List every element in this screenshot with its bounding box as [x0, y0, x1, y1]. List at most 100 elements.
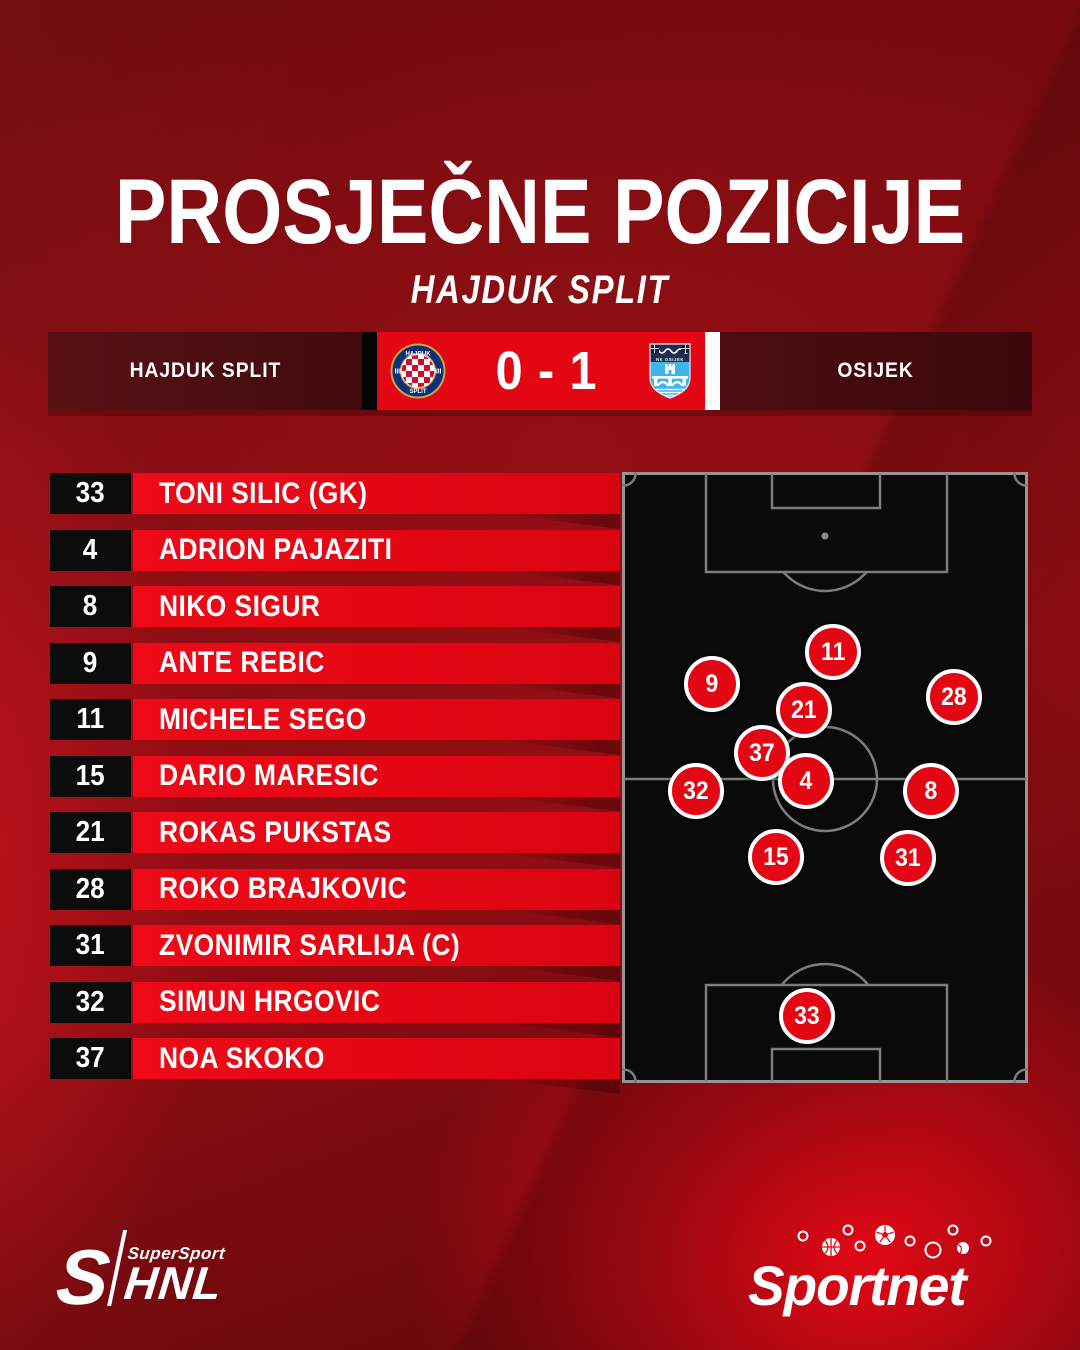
- crest-top-text: HAJDUK: [405, 352, 431, 358]
- position-marker: 31: [880, 830, 936, 886]
- player-name-bar: DARIO MARESIC: [133, 755, 620, 797]
- football-icon: [875, 1225, 895, 1245]
- player-name: SIMUN HRGOVIC: [159, 985, 381, 1018]
- player-name: ANTE REBIC: [159, 646, 325, 679]
- player-row: 32 SIMUN HRGOVIC: [50, 981, 620, 1023]
- nk-osijek-crest-icon: NK OSIJEK: [649, 343, 691, 399]
- marker-number: 8: [924, 776, 938, 805]
- player-name: ROKAS PUKSTAS: [159, 815, 392, 849]
- marker-number: 37: [749, 738, 775, 767]
- player-number-box: 28: [50, 868, 131, 910]
- marker-number: 28: [941, 682, 967, 711]
- sports-balls-icons: [797, 1224, 992, 1259]
- player-row: 9 ANTE REBIC: [50, 642, 620, 684]
- player-number-box: 15: [50, 755, 131, 797]
- player-number: 21: [75, 816, 106, 848]
- player-number: 11: [76, 703, 105, 735]
- pitch-diagram: 11 9 28 21 37 4 32 8 15 31 33: [622, 472, 1028, 1083]
- marker-number: 33: [794, 1001, 820, 1030]
- player-number: 15: [75, 759, 106, 792]
- player-row: 31 ZVONIMIR SARLIJA (C): [50, 925, 620, 966]
- position-marker: 9: [684, 656, 740, 712]
- sportnet-wordmark: Sportnet: [747, 1254, 967, 1317]
- position-marker: 11: [805, 624, 861, 680]
- player-name: NIKO SIGUR: [159, 589, 321, 623]
- player-number-box: 8: [50, 586, 131, 627]
- player-number-box: 32: [50, 981, 131, 1023]
- player-number: 32: [75, 985, 106, 1018]
- position-marker-layer: 11 9 28 21 37 4 32 8 15 31 33: [622, 472, 1028, 1083]
- player-number: 33: [75, 477, 106, 509]
- hnl-label: HNL: [121, 1256, 225, 1309]
- player-list: 33 TONI SILIC (GK) 4 ADRION PAJAZITI 8 N…: [50, 473, 620, 1113]
- player-number: 28: [75, 872, 106, 905]
- marker-number: 9: [705, 669, 719, 698]
- marker-number: 32: [683, 776, 709, 805]
- player-number-box: 4: [50, 529, 131, 571]
- marker-number: 15: [763, 842, 789, 871]
- page-title: PROSJEČNE POZICIJE: [114, 161, 966, 263]
- player-number-box: 33: [50, 473, 131, 514]
- player-name-bar: NOA SKOKO: [133, 1038, 620, 1079]
- player-name-bar: ZVONIMIR SARLIJA (C): [133, 925, 620, 966]
- scoreboard-away-section: OSIJEK: [720, 332, 1032, 410]
- player-number-box: 31: [50, 925, 131, 966]
- page-subtitle: HAJDUK SPLIT: [410, 268, 670, 312]
- match-score: 0 - 1: [496, 341, 598, 401]
- away-team-name: OSIJEK: [837, 359, 915, 382]
- marker-number: 4: [799, 766, 813, 795]
- player-name-bar: MICHELE SEGO: [133, 699, 620, 740]
- player-row: 15 DARIO MARESIC: [50, 755, 620, 797]
- position-marker: 21: [776, 682, 832, 738]
- marker-number: 31: [895, 843, 921, 872]
- player-name-bar: ROKAS PUKSTAS: [133, 812, 620, 853]
- scoreboard: HAJDUK SPLIT: [48, 332, 1032, 410]
- player-number: 8: [83, 590, 98, 622]
- basketball-icon: [822, 1238, 840, 1256]
- player-row: 33 TONI SILIC (GK): [50, 473, 620, 514]
- position-marker: 28: [926, 669, 982, 725]
- player-name: ROKO BRAJKOVIC: [159, 872, 408, 905]
- player-name-bar: ROKO BRAJKOVIC: [133, 868, 620, 910]
- player-name-bar: SIMUN HRGOVIC: [133, 981, 620, 1023]
- crest-bottom-text: SPLIT: [409, 389, 426, 395]
- player-row: 4 ADRION PAJAZITI: [50, 529, 620, 571]
- supersport-hnl-logo: S SuperSport HNL: [52, 1230, 228, 1322]
- position-marker: 15: [748, 829, 804, 885]
- position-marker: 4: [778, 753, 834, 809]
- player-number: 37: [75, 1042, 106, 1074]
- home-team-name: HAJDUK SPLIT: [129, 359, 281, 382]
- player-number-box: 9: [50, 642, 131, 684]
- position-marker: 33: [779, 988, 835, 1044]
- position-marker: 32: [668, 763, 724, 819]
- player-name: NOA SKOKO: [159, 1041, 325, 1075]
- player-row: 11 MICHELE SEGO: [50, 699, 620, 740]
- player-number: 4: [83, 533, 98, 566]
- scoreboard-black-divider: [362, 332, 377, 410]
- player-name: MICHELE SEGO: [159, 702, 367, 736]
- scoreboard-white-divider: [705, 332, 720, 410]
- hajduk-split-crest-icon: HAJDUK SPLIT: [390, 343, 446, 399]
- marker-number: 11: [820, 637, 846, 666]
- player-row: 8 NIKO SIGUR: [50, 586, 620, 627]
- player-number-box: 11: [50, 699, 131, 740]
- player-number-box: 21: [50, 812, 131, 853]
- player-name-bar: ANTE REBIC: [133, 642, 620, 684]
- player-row: 37 NOA SKOKO: [50, 1038, 620, 1079]
- player-name-bar: NIKO SIGUR: [133, 586, 620, 627]
- player-row: 21 ROKAS PUKSTAS: [50, 812, 620, 853]
- player-name: TONI SILIC (GK): [159, 476, 368, 510]
- player-number: 9: [83, 646, 98, 679]
- scoreboard-score-section: HAJDUK SPLIT 0 - 1: [377, 332, 705, 410]
- position-marker: 8: [903, 763, 959, 819]
- player-number: 31: [75, 929, 106, 961]
- scoreboard-home-section: HAJDUK SPLIT: [48, 332, 362, 410]
- marker-number: 21: [791, 695, 817, 724]
- player-name-bar: TONI SILIC (GK): [133, 473, 620, 514]
- crest-band-text: NK OSIJEK: [656, 357, 684, 362]
- player-name-bar: ADRION PAJAZITI: [133, 529, 620, 571]
- player-name: ZVONIMIR SARLIJA (C): [159, 928, 461, 962]
- shnl-letter: S: [52, 1233, 114, 1322]
- player-name: DARIO MARESIC: [159, 759, 379, 792]
